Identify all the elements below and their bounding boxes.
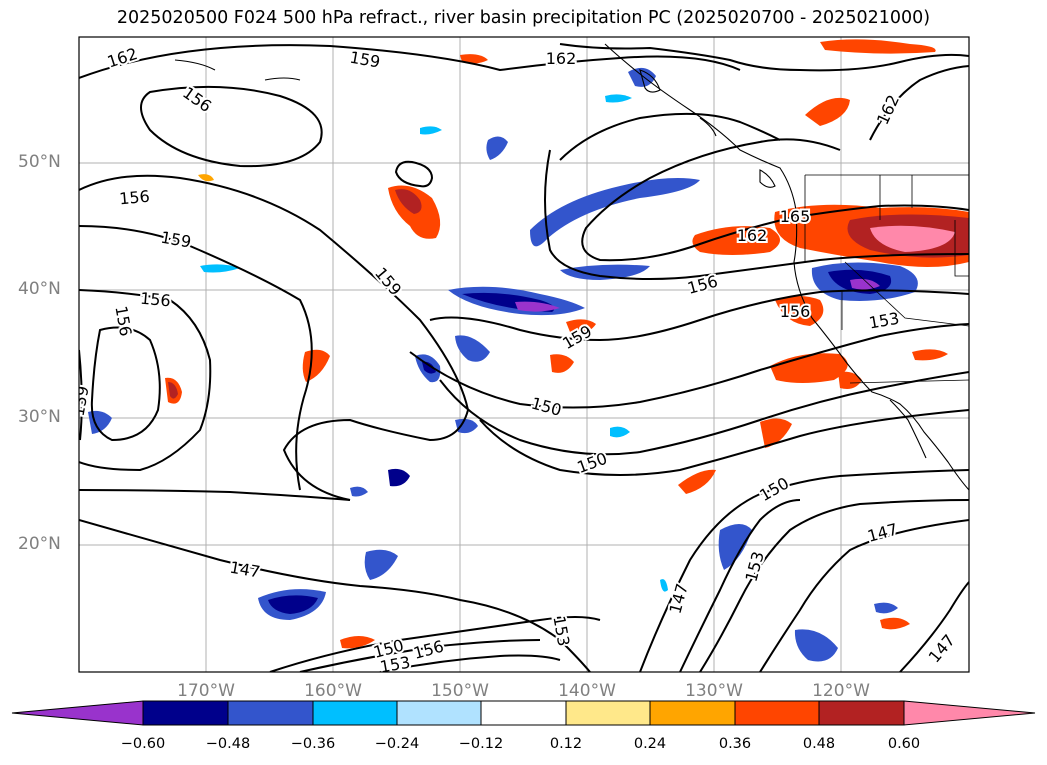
lon-label-150w: 150°W	[431, 681, 489, 701]
colorbar-segment	[565, 700, 651, 726]
colorbar-segment	[734, 700, 820, 726]
colorbar-tick-label: 0.24	[633, 736, 667, 752]
lon-label-120w: 120°W	[812, 681, 870, 701]
lat-label-40n: 40°N	[18, 279, 61, 299]
map-frame	[78, 36, 970, 673]
colorbar-tick-label: 0.36	[718, 736, 752, 752]
colorbar-tick-label: 0.48	[802, 736, 836, 752]
map-title: 2025020500 F024 500 hPa refract., river …	[116, 8, 931, 28]
colorbar-tick-label: 0.60	[887, 736, 921, 752]
colorbar-segment	[227, 700, 314, 726]
colorbar-segment	[649, 700, 736, 726]
lon-label-130w: 130°W	[685, 681, 743, 701]
gridlines	[79, 37, 969, 672]
colorbar-segment	[396, 700, 482, 726]
colorbar-segment	[480, 700, 567, 726]
lat-label-20n: 20°N	[18, 534, 61, 554]
lon-label-160w: 160°W	[304, 681, 362, 701]
contour-label: 153	[378, 653, 411, 677]
colorbar-extend-min	[11, 700, 144, 726]
colorbar-segment	[818, 700, 905, 726]
colorbar-tick-label: −0.24	[374, 736, 420, 752]
contour-label: 156	[118, 187, 150, 209]
colorbar-tick-label: −0.60	[120, 736, 166, 752]
political-borders	[804, 174, 969, 384]
contour-label: 156	[139, 289, 171, 311]
lat-label-30n: 30°N	[18, 407, 61, 427]
lon-label-140w: 140°W	[558, 681, 616, 701]
colorbar-tick-label: −0.48	[205, 736, 251, 752]
colorbar-segment	[312, 700, 398, 726]
colorbar-tick-label: −0.36	[290, 736, 336, 752]
colorbar-tick-label: −0.12	[458, 736, 504, 752]
colorbar-tick-label: 0.12	[549, 736, 583, 752]
lat-label-50n: 50°N	[18, 152, 61, 172]
precipitation-shading	[88, 39, 969, 662]
contour-label: 162	[546, 49, 577, 68]
colorbar-extend-max	[903, 700, 1036, 726]
contour-label: 162	[737, 226, 768, 245]
colorbar	[11, 700, 1036, 726]
contour-label: 156	[780, 302, 811, 321]
refractivity-contours	[79, 43, 969, 672]
colorbar-segment	[142, 700, 229, 726]
lon-label-170w: 170°W	[177, 681, 235, 701]
contour-label: 165	[780, 207, 811, 226]
